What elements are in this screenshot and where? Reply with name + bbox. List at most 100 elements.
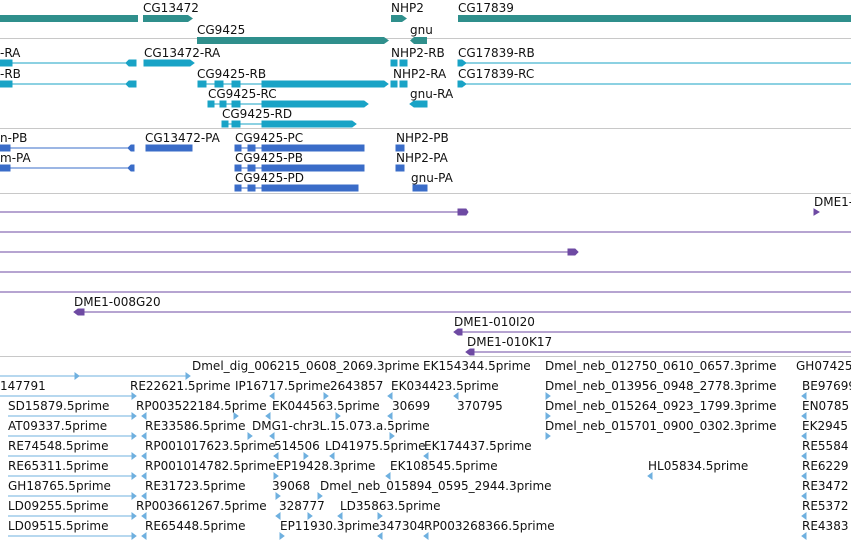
est-arrow[interactable] — [385, 472, 391, 480]
gene-label[interactable]: gnu — [410, 23, 433, 37]
est-label[interactable]: GH18765.5prime — [8, 479, 111, 493]
est-label[interactable]: LD35863.5prime — [340, 499, 441, 513]
gene-glyph[interactable] — [143, 15, 193, 22]
est-arrow[interactable] — [801, 532, 807, 540]
clone-end[interactable] — [465, 348, 475, 356]
exon[interactable] — [261, 80, 383, 88]
exon[interactable] — [0, 59, 13, 67]
est-arrow[interactable] — [141, 472, 147, 480]
exon[interactable] — [221, 120, 229, 128]
est-label[interactable]: RP001014782.5prime — [145, 459, 276, 473]
est-arrow[interactable] — [377, 532, 383, 540]
exon[interactable] — [390, 80, 398, 88]
est-label[interactable]: Dmel_neb_015894_0595_2944.3prime — [320, 479, 552, 493]
est-arrow[interactable] — [141, 452, 147, 460]
est-arrow[interactable] — [131, 532, 137, 540]
cds[interactable] — [261, 184, 359, 192]
transcript-label[interactable]: -RB — [0, 67, 21, 81]
exon[interactable] — [125, 80, 137, 88]
transcript-label[interactable]: CG13472-RA — [144, 46, 221, 60]
est-label[interactable]: RP001017623.5prime — [145, 439, 276, 453]
clone-end[interactable] — [567, 248, 579, 256]
est-arrow[interactable] — [141, 512, 147, 520]
transcript-label[interactable]: CG9425-RC — [208, 87, 277, 101]
est-label[interactable]: LD09515.5prime — [8, 519, 109, 533]
est-arrow[interactable] — [247, 432, 253, 440]
est-label[interactable]: RE5372 — [802, 499, 849, 513]
gene-label[interactable]: CG9425 — [197, 23, 246, 37]
exon[interactable] — [409, 100, 428, 108]
est-arrow[interactable] — [387, 412, 393, 420]
est-label[interactable]: LD41975.5prime — [325, 439, 426, 453]
est-label[interactable]: EN0785 — [802, 399, 850, 413]
est-label[interactable]: EP19428.3prime — [276, 459, 376, 473]
clone-label[interactable]: DME1-008G20 — [74, 295, 161, 309]
est-label[interactable]: 2643857 — [330, 379, 384, 393]
cds[interactable] — [0, 164, 11, 172]
exon[interactable] — [399, 59, 408, 67]
est-label[interactable]: RE65311.5prime — [8, 459, 109, 473]
est-arrow[interactable] — [801, 492, 807, 500]
protein-label[interactable]: CG9425-PD — [235, 171, 305, 185]
exon[interactable] — [231, 100, 241, 108]
est-label[interactable]: RE65448.5prime — [145, 519, 246, 533]
est-arrow[interactable] — [131, 492, 137, 500]
transcript-label[interactable]: CG9425-RB — [197, 67, 267, 81]
transcript-label[interactable]: gnu-RA — [410, 87, 454, 101]
cds[interactable] — [261, 164, 365, 172]
est-arrow[interactable] — [131, 432, 137, 440]
gene-label[interactable]: NHP2 — [391, 1, 424, 15]
protein-label[interactable]: gnu-PA — [411, 171, 453, 185]
est-label[interactable]: Dmel_neb_012750_0610_0657.3prime — [545, 359, 777, 373]
est-label[interactable]: 370795 — [457, 399, 503, 413]
est-arrow[interactable] — [185, 372, 191, 380]
est-arrow[interactable] — [801, 412, 807, 420]
cds[interactable] — [247, 164, 256, 172]
exon[interactable] — [207, 100, 215, 108]
est-arrow[interactable] — [317, 492, 323, 500]
est-arrow[interactable] — [801, 452, 807, 460]
est-label[interactable]: GH07425 — [796, 359, 851, 373]
est-arrow[interactable] — [323, 392, 329, 400]
cds[interactable] — [127, 144, 135, 152]
est-label[interactable]: RE6229 — [802, 459, 849, 473]
est-arrow[interactable] — [423, 532, 429, 540]
exon[interactable] — [381, 80, 389, 88]
exon[interactable] — [231, 80, 241, 88]
est-arrow[interactable] — [233, 412, 239, 420]
est-label[interactable]: 328777 — [279, 499, 325, 513]
exon[interactable] — [390, 59, 398, 67]
est-arrow[interactable] — [453, 392, 459, 400]
exon[interactable] — [186, 59, 195, 67]
est-arrow[interactable] — [545, 432, 551, 440]
est-arrow[interactable] — [131, 392, 137, 400]
exon[interactable] — [261, 120, 351, 128]
est-arrow[interactable] — [275, 492, 281, 500]
est-label[interactable]: EK044563.5prime — [272, 399, 380, 413]
est-label[interactable]: BE97699 — [802, 379, 851, 393]
est-arrow[interactable] — [423, 452, 429, 460]
cds[interactable] — [234, 144, 242, 152]
est-arrow[interactable] — [141, 432, 147, 440]
exon[interactable] — [231, 120, 241, 128]
clone-end[interactable] — [73, 308, 85, 316]
transcript-label[interactable]: CG17839-RC — [458, 67, 535, 81]
est-label[interactable]: RE5584 — [802, 439, 849, 453]
clone-label[interactable]: DME1- — [814, 195, 851, 209]
exon[interactable] — [0, 80, 13, 88]
cds[interactable] — [247, 144, 256, 152]
cds[interactable] — [234, 184, 242, 192]
cds[interactable] — [261, 144, 365, 152]
clone-end[interactable] — [813, 208, 820, 216]
est-label[interactable]: LD09255.5prime — [8, 499, 109, 513]
est-label[interactable]: RP003661267.5prime — [136, 499, 267, 513]
est-arrow[interactable] — [801, 392, 807, 400]
clone-label[interactable]: DME1-010I20 — [454, 315, 535, 329]
est-arrow[interactable] — [801, 432, 807, 440]
protein-label[interactable]: CG9425-PC — [235, 131, 304, 145]
est-label[interactable]: 147791 — [0, 379, 46, 393]
transcript-label[interactable]: NHP2-RB — [391, 46, 445, 60]
protein-label[interactable]: NHP2-PA — [396, 151, 448, 165]
cds[interactable] — [0, 144, 11, 152]
est-arrow[interactable] — [801, 512, 807, 520]
